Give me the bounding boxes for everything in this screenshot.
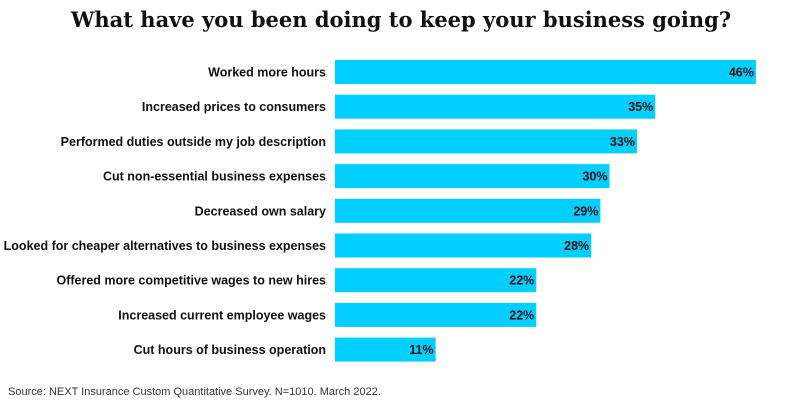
category-label: Increased prices to consumers [142,100,326,114]
source-note: Source: NEXT Insurance Custom Quantitati… [8,386,381,398]
chart-title: What have you been doing to keep your bu… [70,7,732,32]
category-label: Decreased own salary [195,204,326,218]
value-label: 35% [628,100,653,114]
bar [335,198,601,223]
category-label: Cut non-essential business expenses [103,170,326,184]
bar [335,60,756,84]
bar [335,233,592,258]
category-label: Offered more competitive wages to new hi… [56,274,326,288]
value-label: 33% [610,135,635,149]
bar [335,302,537,327]
bar [335,337,436,362]
value-label: 22% [509,308,534,322]
value-label: 11% [409,343,433,357]
value-label: 29% [573,204,598,218]
category-label: Looked for cheaper alternatives to busin… [4,239,326,253]
value-label: 28% [564,239,589,253]
bar [335,94,656,119]
category-label: Performed duties outside my job descript… [61,135,326,149]
bar [335,164,610,189]
category-label: Worked more hours [208,66,326,80]
category-label: Increased current employee wages [118,308,326,322]
value-label: 46% [729,66,754,80]
bar [335,268,537,293]
value-label: 30% [582,170,607,184]
value-label: 22% [509,274,534,288]
bar [335,129,637,154]
category-label: Cut hours of business operation [134,343,326,357]
